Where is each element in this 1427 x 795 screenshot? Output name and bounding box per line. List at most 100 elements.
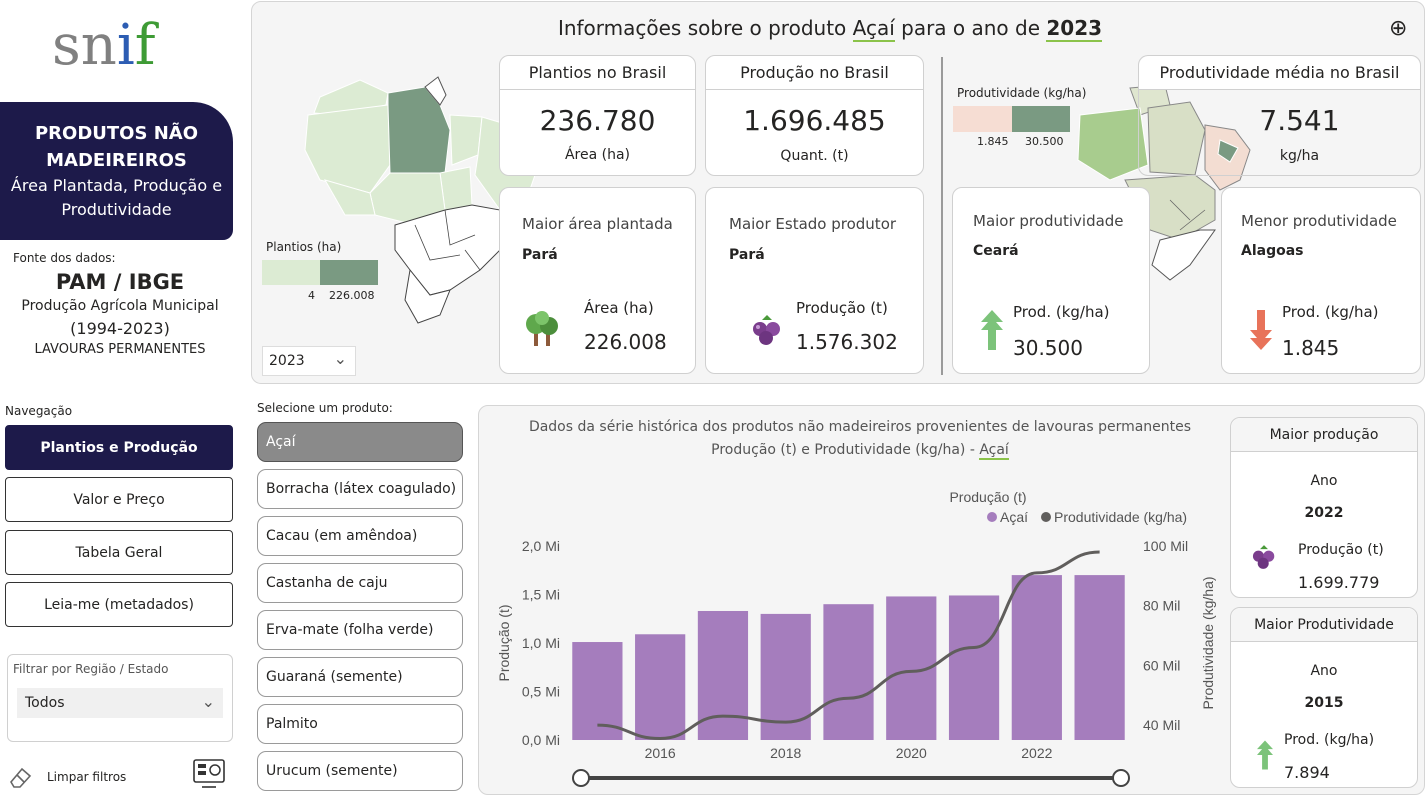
map-amapa[interactable] [424, 76, 447, 106]
panel-divider [941, 57, 943, 375]
header-year: 2023 [1046, 16, 1103, 42]
card-plantios-title: Plantios no Brasil [500, 56, 695, 90]
logo-i: i [116, 13, 135, 78]
brazil-map-plantios[interactable] [300, 75, 545, 325]
card-maior-area-title: Maior área plantada [522, 215, 673, 233]
nav-plantios-producao[interactable]: Plantios e Produção [5, 425, 233, 470]
card-maior-produtividade-hist-ano-label: Ano [1310, 663, 1338, 679]
map-rondonia[interactable] [323, 179, 376, 216]
header-prefix: Informações sobre o produto [557, 16, 853, 40]
map2-para[interactable] [1147, 101, 1206, 176]
map2-ceara[interactable] [1217, 139, 1239, 163]
card-menor-prod-label: Prod. (kg/ha) [1282, 303, 1379, 321]
card-maior-produtividade-hist: Maior Produtividade Ano 2015 Prod. (kg/h… [1230, 607, 1418, 788]
line-produtividade [597, 550, 1100, 741]
nav-tabela-geral[interactable]: Tabela Geral [5, 530, 233, 575]
y-tick-label: 0,0 Mi [522, 732, 560, 748]
map2-amazonas[interactable] [1077, 107, 1149, 181]
card-maior-estado-title: Maior Estado produtor [729, 215, 897, 233]
nav-leia-me[interactable]: Leia-me (metadados) [5, 582, 233, 627]
title-box: PRODUTOS NÃO MADEIREIROS Área Plantada, … [0, 102, 233, 240]
x-tick-label: 2020 [896, 745, 927, 761]
card-maior-prod-title: Maior produtividade [973, 212, 1124, 230]
y-tick-label: 0,5 Mi [522, 684, 560, 700]
region-filter-label: Filtrar por Região / Estado [13, 662, 169, 676]
product-palmito[interactable]: Palmito [257, 704, 463, 744]
chart-legend-title: Produção (t) [949, 489, 1026, 505]
card-maior-area-label: Área (ha) [584, 299, 654, 317]
y-tick-label: 1,5 Mi [522, 587, 560, 603]
card-maior-area: Maior área plantada Pará Área (ha) 226.0… [499, 187, 696, 374]
card-maior-estado-value: 1.576.302 [796, 330, 898, 354]
card-maior-estado: Maior Estado produtor Pará Produção (t) … [705, 187, 924, 374]
region-filter-dropdown[interactable]: Todos ⌄ [17, 688, 223, 718]
card-produtividade-brasil: Produtividade média no Brasil 7.541 kg/h… [1138, 55, 1421, 176]
range-slider-end-handle[interactable] [1112, 769, 1130, 787]
map-right-legend-title: Produtividade (kg/ha) [957, 86, 1087, 100]
card-producao-title: Produção no Brasil [706, 56, 923, 90]
acai-fruit-icon [1252, 545, 1275, 569]
map-sul[interactable] [404, 268, 451, 324]
bar-acai-2019 [823, 604, 874, 740]
card-plantios-unit: Área (ha) [564, 147, 631, 163]
year-select-value: 2023 [269, 353, 305, 369]
y-tick-label: 1,0 Mi [522, 635, 560, 651]
product-select-label: Selecione um produto: [257, 401, 393, 415]
map-right-legend-high [1012, 106, 1070, 132]
map-right-legend-low [953, 106, 1012, 132]
focus-mode-icon[interactable]: ⊕ [1389, 16, 1408, 41]
map-tocantins[interactable] [439, 166, 473, 211]
history-chart[interactable]: Produção (t) Açaí Produtividade (kg/ha) 0,0… [478, 480, 1228, 795]
region-filter: Filtrar por Região / Estado Todos ⌄ [7, 654, 233, 742]
card-maior-estado-state: Pará [729, 247, 765, 263]
card-producao-value: 1.696.485 [743, 104, 886, 137]
chevron-down-icon: ⌄ [201, 692, 215, 711]
map-left-legend-high [320, 260, 378, 285]
acai-fruit-icon [753, 315, 780, 345]
monitor-icon[interactable] [192, 758, 226, 790]
region-filter-value: Todos [25, 695, 65, 711]
card-maior-produtividade-hist-value: 7.894 [1284, 763, 1330, 782]
card-maior-prod-state: Ceará [973, 243, 1019, 259]
product-erva-mate[interactable]: Erva-mate (folha verde) [257, 610, 463, 650]
card-maior-producao: Maior produção Ano 2022 Produção (t) 1.6… [1230, 417, 1418, 598]
eraser-icon [10, 767, 32, 788]
clear-filters-label: Limpar filtros [47, 770, 127, 784]
map-amazonas[interactable] [304, 104, 391, 194]
year-select[interactable]: 2023 ⌄ [262, 346, 356, 376]
product-guarana[interactable]: Guaraná (semente) [257, 657, 463, 697]
product-acai[interactable]: Açaí [257, 422, 463, 462]
arrow-up-icon [1257, 740, 1273, 770]
clear-filters-button[interactable]: Limpar filtros [8, 764, 128, 790]
product-cacau[interactable]: Cacau (em amêndoa) [257, 516, 463, 556]
card-maior-producao-ano-label: Ano [1310, 473, 1338, 489]
product-borracha[interactable]: Borracha (látex coagulado) [257, 469, 463, 509]
card-menor-produtividade: Menor produtividade Alagoas Prod. (kg/ha… [1221, 187, 1421, 374]
card-produtividade-value: 7.541 [1259, 104, 1340, 137]
title-line2: MADEIREIROS [46, 150, 187, 171]
tree-icon [526, 311, 558, 346]
card-maior-prod-label: Prod. (kg/ha) [1013, 303, 1110, 321]
map-left-legend-low [262, 260, 320, 285]
nav-valor-preco[interactable]: Valor e Preço [5, 477, 233, 522]
arrow-up-icon [981, 310, 1003, 350]
snif-logo: snif [52, 14, 155, 78]
source-desc1: Produção Agrícola Municipal [21, 298, 219, 314]
map-right-legend-max: 30.500 [1025, 135, 1064, 148]
card-maior-producao-ano: 2022 [1304, 505, 1344, 521]
y2-tick-label: 40 Mil [1143, 717, 1180, 733]
product-urucum[interactable]: Urucum (semente) [257, 751, 463, 791]
y-axis-title: Produção (t) [496, 604, 512, 681]
bar-acai-2021 [948, 595, 1000, 740]
card-maior-area-state: Pará [522, 247, 558, 263]
card-maior-produtividade: Maior produtividade Ceará Prod. (kg/ha) … [952, 187, 1150, 374]
card-menor-prod-value: 1.845 [1282, 336, 1340, 360]
header-product: Açaí [852, 16, 895, 42]
product-castanha-caju[interactable]: Castanha de caju [257, 563, 463, 603]
map-left-legend-title: Plantios (ha) [266, 240, 342, 254]
range-slider-start-handle[interactable] [572, 769, 590, 787]
logo-sn: sn [52, 13, 117, 78]
card-maior-producao-label: Produção (t) [1298, 542, 1384, 558]
page-header: Informações sobre o produto Açaí para o … [500, 16, 1160, 42]
map2-sul[interactable] [1151, 229, 1216, 281]
